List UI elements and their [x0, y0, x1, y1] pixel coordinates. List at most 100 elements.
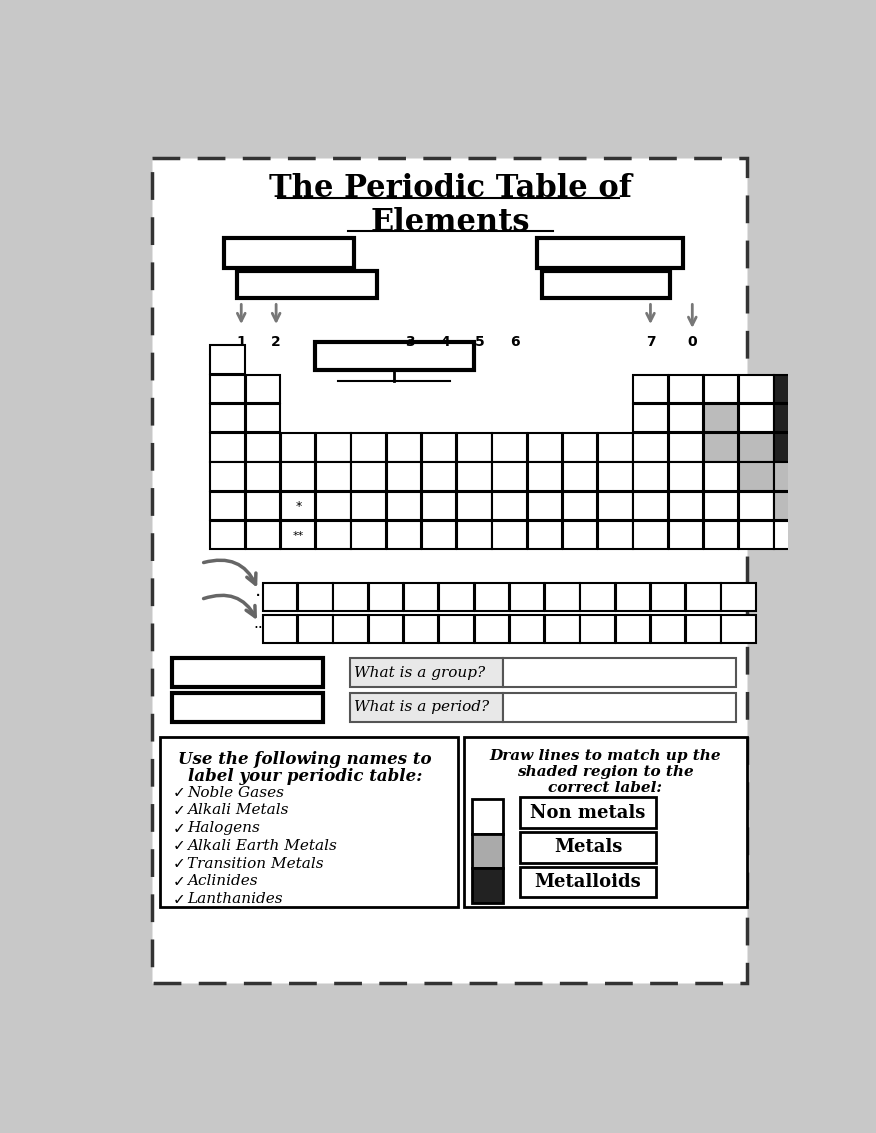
Bar — [334, 615, 368, 644]
FancyBboxPatch shape — [152, 157, 747, 983]
Bar — [809, 404, 844, 433]
Bar — [616, 615, 650, 644]
Bar — [210, 375, 244, 403]
Bar — [598, 462, 632, 491]
Text: Halogens: Halogens — [187, 821, 260, 835]
Text: **: ** — [293, 530, 304, 540]
Bar — [457, 433, 491, 461]
Bar — [237, 271, 377, 298]
Bar — [527, 462, 562, 491]
Bar — [563, 492, 597, 520]
Text: 2: 2 — [272, 334, 281, 349]
Bar — [704, 462, 738, 491]
Bar — [439, 615, 474, 644]
Text: Elements: Elements — [371, 206, 530, 238]
Bar — [210, 433, 244, 461]
Bar — [245, 433, 280, 461]
Text: Transition Metals: Transition Metals — [187, 857, 323, 870]
Bar — [545, 615, 580, 644]
Bar — [633, 521, 668, 550]
Bar — [510, 582, 544, 611]
Bar — [210, 462, 244, 491]
Bar — [422, 492, 456, 520]
Bar — [439, 582, 474, 611]
Bar — [774, 521, 809, 550]
Bar — [721, 615, 756, 644]
Bar — [350, 692, 503, 722]
Bar — [298, 615, 333, 644]
Bar — [475, 582, 509, 611]
Bar — [774, 404, 809, 433]
Bar — [739, 462, 774, 491]
Bar — [633, 492, 668, 520]
Bar — [172, 692, 322, 722]
Bar — [704, 375, 738, 403]
Bar — [281, 521, 315, 550]
Bar — [774, 492, 809, 520]
Text: 4: 4 — [441, 334, 450, 349]
Bar — [739, 404, 774, 433]
Bar — [580, 615, 615, 644]
Bar — [809, 462, 844, 491]
Bar — [668, 521, 703, 550]
Bar — [668, 462, 703, 491]
Bar — [492, 521, 526, 550]
Bar — [492, 462, 526, 491]
Bar — [668, 492, 703, 520]
Bar — [210, 346, 244, 374]
Bar — [351, 462, 385, 491]
Text: 7: 7 — [646, 334, 655, 349]
Text: 0: 0 — [688, 334, 697, 349]
Bar — [316, 462, 350, 491]
Bar — [598, 492, 632, 520]
Bar — [651, 615, 685, 644]
Text: Lanthanides: Lanthanides — [187, 892, 283, 906]
Bar — [160, 738, 458, 906]
Text: label your periodic table:: label your periodic table: — [187, 768, 422, 785]
Text: What is a period?: What is a period? — [355, 700, 490, 714]
Bar — [563, 433, 597, 461]
Bar — [386, 462, 421, 491]
Bar — [224, 238, 355, 269]
Bar — [472, 868, 503, 903]
Bar — [263, 582, 298, 611]
Bar — [316, 433, 350, 461]
Bar — [537, 238, 683, 269]
Bar — [245, 521, 280, 550]
Text: ✓: ✓ — [173, 838, 186, 853]
Bar — [527, 521, 562, 550]
Text: ··: ·· — [253, 621, 263, 637]
Bar — [520, 867, 656, 897]
Bar — [386, 521, 421, 550]
Bar — [281, 433, 315, 461]
Text: ·: · — [255, 587, 261, 606]
Bar — [520, 798, 656, 828]
Bar — [739, 375, 774, 403]
Bar — [616, 582, 650, 611]
Bar — [351, 521, 385, 550]
Text: Alkali Earth Metals: Alkali Earth Metals — [187, 838, 337, 853]
Bar — [633, 375, 668, 403]
Bar — [633, 404, 668, 433]
Text: correct label:: correct label: — [548, 782, 662, 795]
Bar — [492, 433, 526, 461]
Text: Draw lines to match up the: Draw lines to match up the — [490, 749, 721, 763]
Text: *: * — [295, 500, 301, 513]
Bar — [245, 375, 280, 403]
Text: 5: 5 — [475, 334, 484, 349]
Text: 6: 6 — [510, 334, 519, 349]
Bar — [316, 521, 350, 550]
Bar — [314, 342, 474, 370]
Text: 1: 1 — [237, 334, 246, 349]
Bar — [298, 582, 333, 611]
Bar — [668, 404, 703, 433]
Bar — [739, 521, 774, 550]
Bar — [774, 375, 809, 403]
Bar — [598, 521, 632, 550]
Bar — [704, 433, 738, 461]
Text: Metalloids: Metalloids — [534, 874, 641, 891]
Bar — [422, 433, 456, 461]
Bar — [527, 433, 562, 461]
Bar — [245, 492, 280, 520]
Bar — [369, 582, 403, 611]
